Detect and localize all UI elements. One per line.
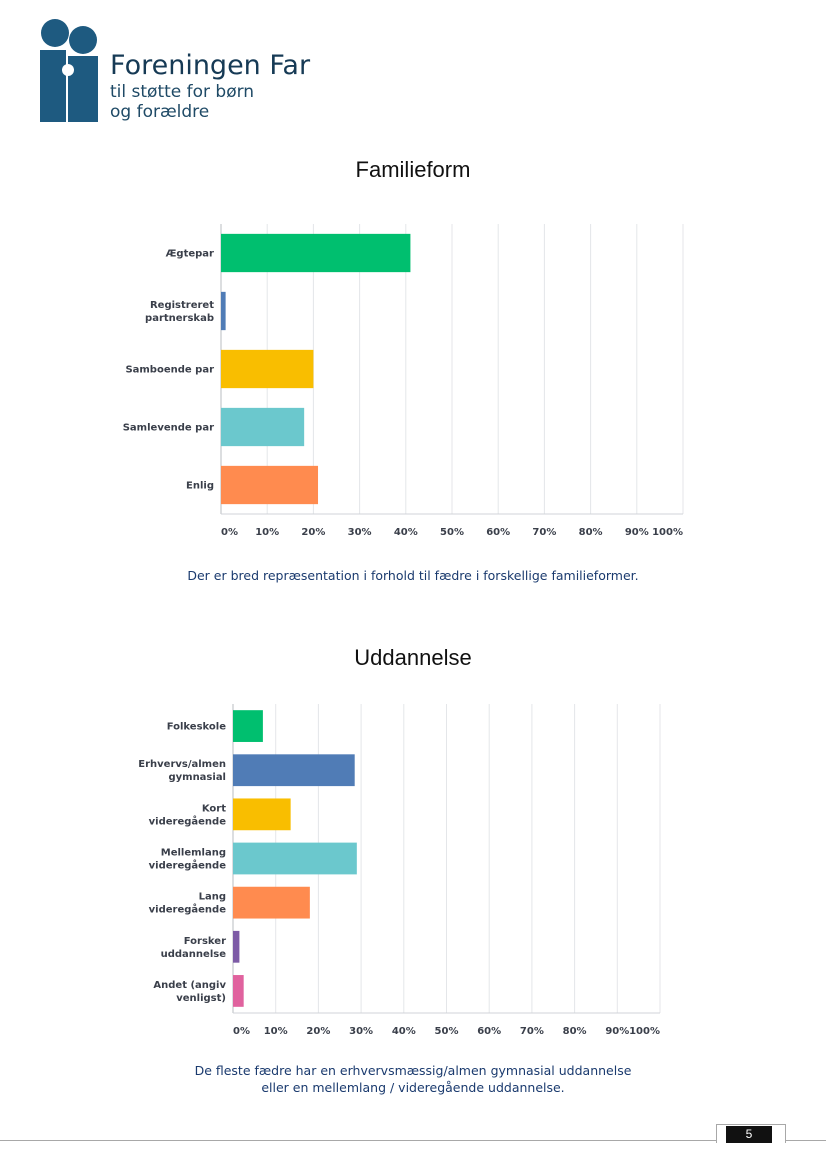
logo-figure-icon [40, 19, 98, 122]
page-number: 5 [726, 1126, 772, 1143]
logo-subtitle-2: og forældre [110, 102, 210, 122]
category-label: videregående [149, 814, 227, 827]
category-label: uddannelse [161, 949, 227, 960]
caption-uddannelse-line1: De fleste fædre har en erhvervsmæssig/al… [194, 1063, 632, 1078]
logo-text: Foreningen Far til støtte for børn og fo… [110, 50, 310, 122]
category-label: Samboende par [125, 365, 214, 376]
x-tick-label: 70% [520, 1026, 544, 1037]
x-tick-label: 100% [629, 1026, 660, 1037]
bar [221, 465, 319, 505]
category-label: videregående [149, 859, 227, 872]
x-tick-label: 30% [348, 527, 372, 538]
caption-uddannelse-line2: eller en mellemlang / videregående uddan… [261, 1080, 565, 1095]
logo-subtitle-1: til støtte for børn [110, 82, 255, 102]
x-tick-label: 100% [652, 527, 683, 538]
bar [233, 842, 357, 875]
category-label: Folkeskole [167, 722, 227, 733]
bar [221, 291, 226, 331]
category-label: Kort [202, 803, 226, 814]
category-label: Andet (angiv [153, 980, 226, 991]
bar [221, 349, 314, 389]
category-label: Ægtepar [166, 249, 214, 260]
x-tick-label: 90% [605, 1026, 629, 1037]
chart-title-uddannelse: Uddannelse [354, 645, 472, 670]
category-label: venligst) [176, 993, 226, 1004]
bar [221, 407, 305, 447]
caption-uddannelse: De fleste fædre har en erhvervsmæssig/al… [0, 1062, 826, 1096]
x-tick-label: 10% [255, 527, 279, 538]
category-label: Forsker [184, 936, 226, 947]
caption-familieform: Der er bred repræsentation i forhold til… [187, 568, 639, 583]
bar [233, 798, 291, 831]
x-tick-label: 20% [306, 1026, 330, 1037]
category-label: Registreret [150, 300, 214, 311]
category-label: partnerskab [145, 313, 214, 324]
foreningen-far-logo [38, 18, 338, 128]
x-tick-label: 0% [233, 1026, 250, 1037]
x-tick-label: 30% [349, 1026, 373, 1037]
category-label: Mellemlang [161, 848, 226, 859]
footer-rule-right [784, 1140, 826, 1141]
category-label: Erhvervs/almen [138, 759, 226, 770]
x-tick-label: 0% [221, 527, 238, 538]
category-label: Enlig [186, 481, 214, 492]
x-tick-label: 40% [392, 1026, 416, 1037]
bar [221, 233, 411, 273]
x-tick-label: 60% [477, 1026, 501, 1037]
footer-rule-left [0, 1140, 716, 1141]
x-tick-label: 80% [563, 1026, 587, 1037]
category-label: Samlevende par [123, 423, 214, 434]
x-tick-label: 10% [264, 1026, 288, 1037]
x-tick-label: 50% [440, 527, 464, 538]
bar [233, 754, 355, 787]
bar [233, 710, 263, 742]
category-label: gymnasial [168, 772, 226, 783]
chart-familieform: 0% 10% 20% 30% 40% 50% 60% 70% 80% 90% 100% Ægtepar… [123, 224, 684, 538]
bar [233, 975, 244, 1007]
bar [233, 930, 240, 963]
chart-uddannelse: 0% 10% 20% 30% 40% 50% 60% 70% 80% 90% 100% Folkesk… [138, 704, 661, 1037]
category-label: Lang [199, 892, 226, 903]
x-tick-label: 20% [301, 527, 325, 538]
category-label: videregående [149, 903, 227, 916]
x-tick-label: 60% [486, 527, 510, 538]
x-tick-label: 90% [625, 527, 649, 538]
bar [233, 886, 310, 919]
chart-title-familieform: Familieform [355, 157, 471, 182]
x-tick-label: 70% [532, 527, 556, 538]
x-tick-label: 50% [435, 1026, 459, 1037]
x-tick-label: 40% [394, 527, 418, 538]
x-tick-label: 80% [579, 527, 603, 538]
logo-title: Foreningen Far [110, 50, 311, 81]
